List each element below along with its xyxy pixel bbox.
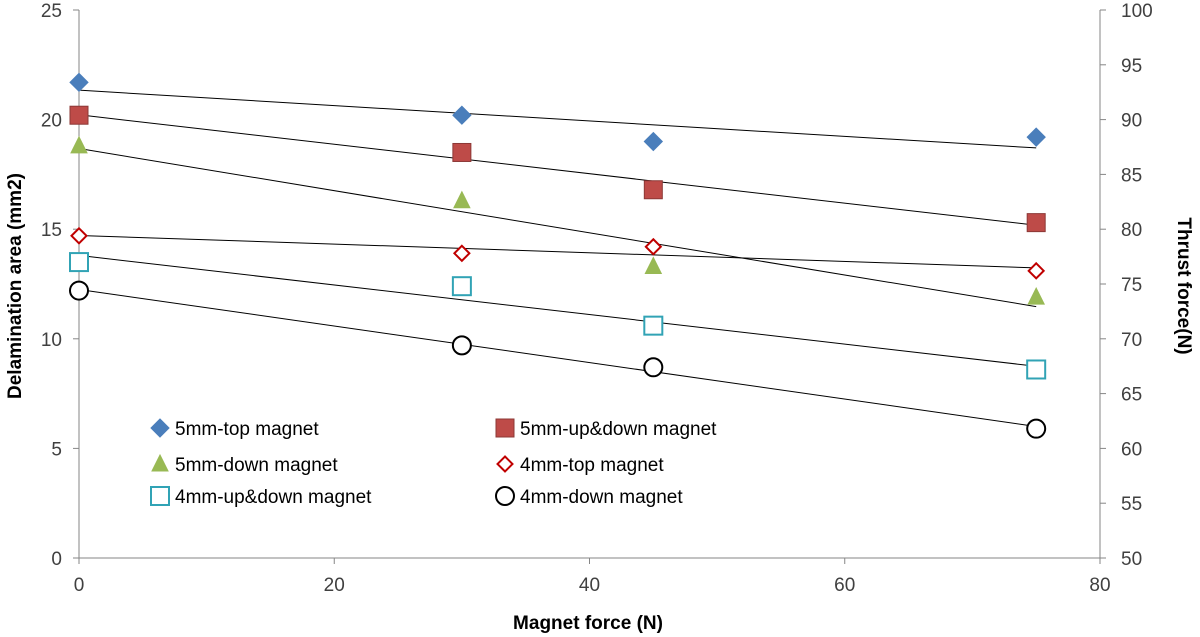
y2-tick-label: 85 [1121,165,1142,186]
data-point [643,315,664,336]
data-point [69,280,89,301]
y-axis-title: Delamination area (mm2) [5,173,26,399]
series-group [69,280,1047,439]
y-tick-label: 10 [41,330,62,351]
legend-label: 4mm-up&down magnet [175,487,372,508]
data-point [452,142,472,162]
series-group [69,252,1047,380]
legend-marker [150,486,170,506]
data-point [1026,127,1046,147]
data-point [644,256,663,274]
y2-tick-label: 70 [1121,330,1142,351]
y2-tick-label: 60 [1121,439,1142,460]
data-point [451,335,472,356]
legend-marker [495,418,515,438]
y2-tick-label: 95 [1121,56,1142,77]
y2-tick-label: 50 [1121,549,1142,570]
data-point [1026,359,1047,380]
y2-tick-label: 100 [1121,1,1153,22]
data-point [643,131,664,152]
legend-label: 4mm-top magnet [520,455,664,476]
series-group [69,72,1046,152]
data-point [1027,287,1045,305]
series-group [70,135,1045,305]
data-point [70,226,88,245]
series-group [70,226,1046,280]
y2-tick-label: 55 [1121,494,1142,515]
legend-marker [495,486,515,506]
legend-marker [151,453,169,472]
y2-tick-label: 75 [1121,275,1142,296]
trendline [78,89,1037,149]
x-tick-label: 0 [74,575,85,596]
legend-label: 5mm-top magnet [175,419,319,440]
series-group [69,105,1046,233]
trendline [78,254,1037,367]
x-tick-label: 80 [1089,575,1110,596]
y2-tick-label: 65 [1121,385,1142,406]
data-point [69,72,89,93]
data-point [69,252,89,273]
data-point [452,244,471,263]
legend-label: 5mm-down magnet [175,455,338,476]
trendline [78,148,1037,308]
data-point [643,357,664,378]
data-point [643,180,663,200]
data-point [1027,261,1046,280]
data-point [69,105,89,125]
y2-tick-label: 80 [1121,220,1142,241]
data-point [451,276,472,297]
trendline [78,114,1037,226]
y2-tick-label: 90 [1121,111,1142,132]
x-tick-label: 20 [324,575,345,596]
y2-axis-title: Thrust force(N) [1173,217,1194,354]
data-point [1026,418,1047,439]
x-tick-label: 60 [834,575,855,596]
data-point [452,105,472,125]
data-markers [69,72,1047,439]
x-tick-label: 40 [579,575,600,596]
axes: 0 5 10 15 20 25 50 55 60 65 70 75 80 85 90 95 100 0 20 40 60… [41,1,1153,596]
legend-marker [496,455,514,473]
y-tick-label: 15 [41,220,62,241]
data-point [70,135,88,154]
y-tick-label: 25 [41,1,62,22]
y-tick-label: 20 [41,111,62,132]
y-tick-label: 0 [51,549,62,570]
data-point [644,237,663,256]
data-point [1026,213,1046,233]
legend-label: 5mm-up&down magnet [520,419,717,440]
legend-marker [150,418,170,438]
y-tick-label: 5 [51,439,62,460]
legend: 5mm-top magnet 5mm-up&down magnet 5mm-down… [150,418,717,508]
trendline [78,234,1037,269]
data-point [453,190,471,209]
legend-label: 4mm-down magnet [520,487,683,508]
trendlines [78,89,1037,427]
x-axis-title: Magnet force (N) [513,613,663,634]
trendline [78,288,1037,427]
